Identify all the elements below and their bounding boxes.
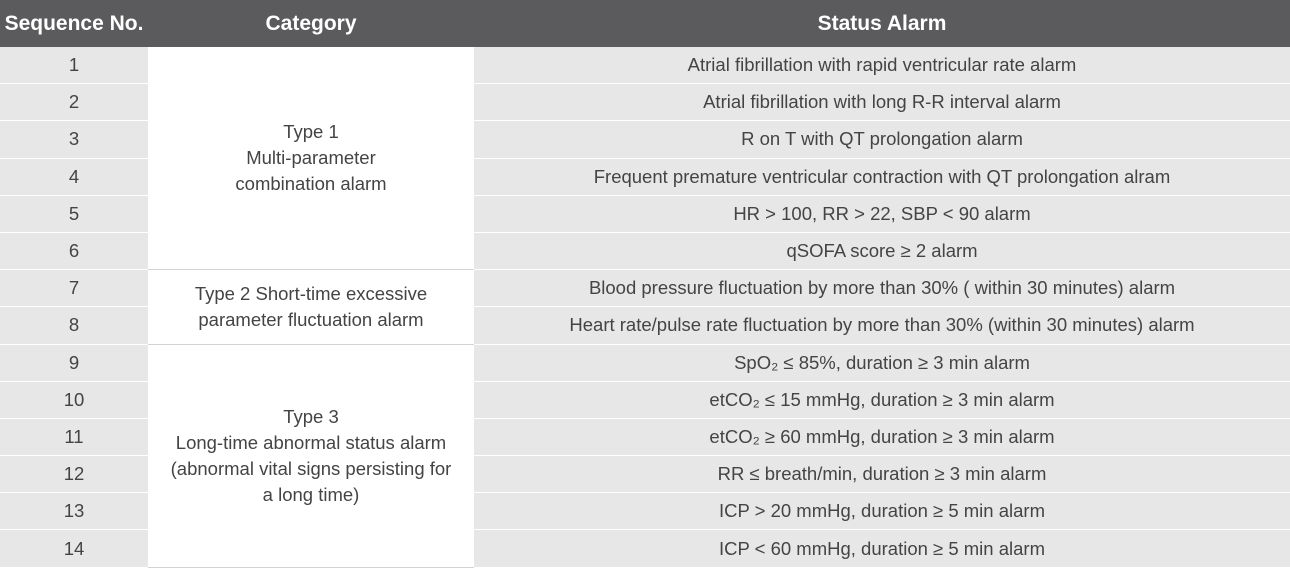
alarm-cell: RR ≤ breath/min, duration ≥ 3 min alarm: [474, 455, 1290, 494]
table-row: 1 Type 1 Multi-parameter combination alarm A…: [0, 47, 1290, 271]
category-line: parameter fluctuation alarm: [198, 308, 424, 330]
category-line: Type 2 Short-time excessive: [194, 282, 428, 304]
sequence-cell: 8: [0, 306, 148, 345]
alarm-cell: qSOFA score ≥ 2 alarm: [474, 232, 1290, 271]
table-header: Sequence No. Category Status Alarm: [0, 0, 1290, 47]
sequence-cell: 3: [0, 120, 148, 159]
table-row: 3 R on T with QT prolongation alarm: [0, 120, 1290, 159]
header-cell: Status Alarm: [474, 0, 1290, 47]
alarm-cell: etCO₂ ≤ 15 mmHg, duration ≥ 3 min alarm: [474, 381, 1290, 419]
sequence-cell: 7: [0, 269, 148, 308]
table-row: 5 HR > 100, RR > 22, SBP < 90 alarm: [0, 195, 1290, 233]
alarm-cell: R on T with QT prolongation alarm: [474, 120, 1290, 159]
table-row: 8 Heart rate/pulse rate fluctuation by mo…: [0, 306, 1290, 345]
alarm-cell: Heart rate/pulse rate fluctuation by mor…: [474, 306, 1290, 345]
sequence-cell: 11: [0, 418, 148, 457]
category-line: Type 3: [283, 405, 339, 427]
category-line: Long-time abnormal status alarm: [175, 431, 447, 453]
table-body: 1 Type 1 Multi-parameter combination alarm A…: [0, 47, 1290, 568]
table-row: 10 etCO₂ ≤ 15 mmHg, duration ≥ 3 min alar…: [0, 381, 1290, 419]
category-line: Multi-parameter: [246, 147, 376, 169]
sequence-cell: 2: [0, 83, 148, 122]
alarm-cell: ICP > 20 mmHg, duration ≥ 5 min alarm: [474, 492, 1290, 531]
sequence-cell: 9: [0, 344, 148, 382]
category-line: Type 1: [283, 121, 339, 143]
sequence-cell: 5: [0, 195, 148, 233]
alarm-cell: SpO₂ ≤ 85%, duration ≥ 3 min alarm: [474, 344, 1290, 382]
sequence-cell: 14: [0, 529, 148, 568]
table-row: 11 etCO₂ ≥ 60 mmHg, duration ≥ 3 min alar…: [0, 418, 1290, 457]
alarm-cell: Atrial fibrillation with rapid ventricul…: [474, 47, 1290, 85]
category-line: a long time): [262, 483, 360, 505]
alarm-cell: Blood pressure fluctuation by more than …: [474, 269, 1290, 308]
sequence-cell: 13: [0, 492, 148, 531]
alarm-cell: HR > 100, RR > 22, SBP < 90 alarm: [474, 195, 1290, 233]
table-row: 9 Type 3 Long-time abnormal status alarm (a…: [0, 344, 1290, 568]
sequence-cell: 4: [0, 158, 148, 196]
table-row: 14 ICP < 60 mmHg, duration ≥ 5 min alarm: [0, 529, 1290, 568]
sequence-cell: 1: [0, 47, 148, 85]
table-row: 2 Atrial fibrillation with long R-R inter…: [0, 83, 1290, 122]
table-row: 13 ICP > 20 mmHg, duration ≥ 5 min alarm: [0, 492, 1290, 531]
category-cell: Type 3 Long-time abnormal status alarm (ab…: [148, 344, 474, 568]
alarm-cell: Frequent premature ventricular contracti…: [474, 158, 1290, 196]
table-row: 4 Frequent premature ventricular contract…: [0, 158, 1290, 196]
category-cell: Type 1 Multi-parameter combination alarm: [148, 47, 474, 271]
header-cell: Sequence No.: [0, 0, 148, 47]
header-row: Sequence No. Category Status Alarm: [0, 0, 1290, 47]
sequence-cell: 6: [0, 232, 148, 271]
alarm-cell: etCO₂ ≥ 60 mmHg, duration ≥ 3 min alarm: [474, 418, 1290, 457]
table-row: 6 qSOFA score ≥ 2 alarm: [0, 232, 1290, 271]
category-line: (abnormal vital signs persisting for: [170, 457, 452, 479]
alarm-cell: Atrial fibrillation with long R-R interv…: [474, 83, 1290, 122]
header-cell: Category: [148, 0, 474, 47]
sequence-cell: 10: [0, 381, 148, 419]
sequence-cell: 12: [0, 455, 148, 494]
category-cell: Type 2 Short-time excessive parameter flu…: [148, 269, 474, 345]
table-row: 12 RR ≤ breath/min, duration ≥ 3 min alar…: [0, 455, 1290, 494]
alarm-cell: ICP < 60 mmHg, duration ≥ 5 min alarm: [474, 529, 1290, 568]
category-line: combination alarm: [235, 173, 387, 195]
table-row: 7 Type 2 Short-time excessive parameter fl…: [0, 269, 1290, 345]
